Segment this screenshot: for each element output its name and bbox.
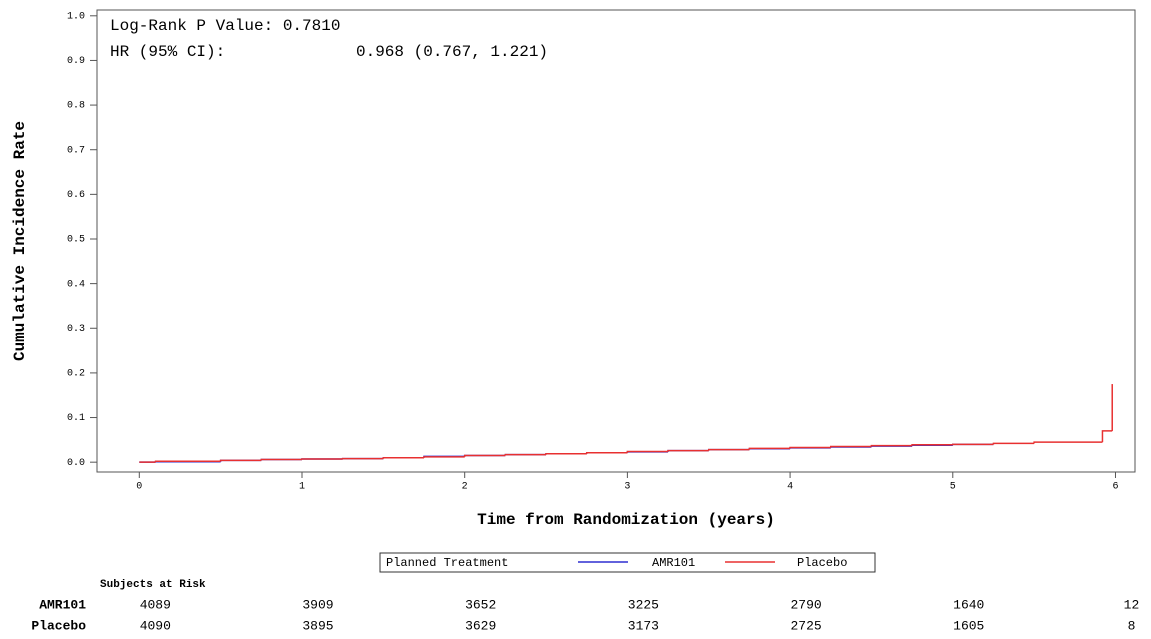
x-tick-label: 6 [1112, 482, 1118, 493]
step-segment [219, 459, 262, 462]
annotation: Log-Rank P Value: 0.7810 [110, 17, 340, 35]
step-segment [748, 447, 791, 450]
step-segment [911, 444, 953, 446]
risk-row-label: Placebo [31, 618, 86, 633]
step-segment [1033, 441, 1103, 444]
risk-count: 3629 [465, 618, 496, 633]
risk-count: 3173 [628, 618, 659, 633]
risk-count: 4090 [140, 618, 171, 633]
step-segment [667, 449, 709, 452]
y-tick-label: 0.4 [67, 279, 85, 290]
legend-label: Placebo [797, 556, 847, 570]
risk-count: 4089 [140, 597, 171, 612]
x-tick-label: 2 [462, 482, 468, 493]
x-tick-label: 5 [950, 482, 956, 493]
risk-count: 1640 [953, 597, 984, 612]
risk-row-label: AMR101 [39, 597, 86, 612]
y-tick-label: 0.6 [67, 190, 85, 201]
plot-frame [96, 9, 1136, 473]
risk-count: 3895 [302, 618, 333, 633]
step-segment [382, 456, 425, 459]
risk-count: 3909 [302, 597, 333, 612]
step-segment [789, 446, 831, 449]
risk-count: 12 [1124, 597, 1140, 612]
step-segment [830, 445, 872, 448]
step-segment [504, 453, 547, 456]
risk-count: 2725 [790, 618, 821, 633]
x-tick-label: 4 [787, 482, 793, 493]
step-segment [545, 452, 587, 455]
annotation: HR (95% CI): [110, 43, 225, 61]
legend-label: AMR101 [652, 556, 695, 570]
risk-count: 8 [1128, 618, 1136, 633]
y-axis-label: Cumulative Incidence Rate [11, 121, 29, 361]
legend-title: Planned Treatment [386, 556, 508, 570]
y-tick-label: 0.1 [67, 413, 85, 424]
risk-count: 2790 [790, 597, 821, 612]
step-segment [585, 452, 628, 454]
step-segment [423, 456, 465, 458]
risk-count: 3652 [465, 597, 496, 612]
step-segment [626, 450, 669, 453]
y-tick-label: 0.3 [67, 324, 85, 335]
x-tick-label: 0 [136, 482, 142, 493]
step-segment [870, 444, 913, 447]
y-tick-label: 0.2 [67, 369, 85, 380]
y-tick-label: 1.0 [67, 11, 85, 22]
risk-count: 3225 [628, 597, 659, 612]
step-segment [260, 458, 302, 461]
step-segment [992, 442, 1035, 445]
risk-table-title: Subjects at Risk [100, 579, 206, 591]
risk-count: 1605 [953, 618, 984, 633]
y-tick-label: 0.5 [67, 235, 85, 246]
step-segment [154, 460, 221, 463]
y-tick-label: 0.7 [67, 145, 85, 156]
step-segment [1101, 430, 1113, 443]
legend-box [379, 552, 876, 573]
y-tick-label: 0.0 [67, 458, 85, 469]
annotation: 0.968 (0.767, 1.221) [356, 43, 548, 61]
x-axis-label: Time from Randomization (years) [477, 511, 775, 529]
x-tick-label: 3 [624, 482, 630, 493]
step-segment [707, 448, 750, 451]
y-tick-label: 0.8 [67, 101, 85, 112]
step-segment [463, 454, 506, 457]
x-tick-label: 1 [299, 482, 305, 493]
y-tick-label: 0.9 [67, 56, 85, 67]
